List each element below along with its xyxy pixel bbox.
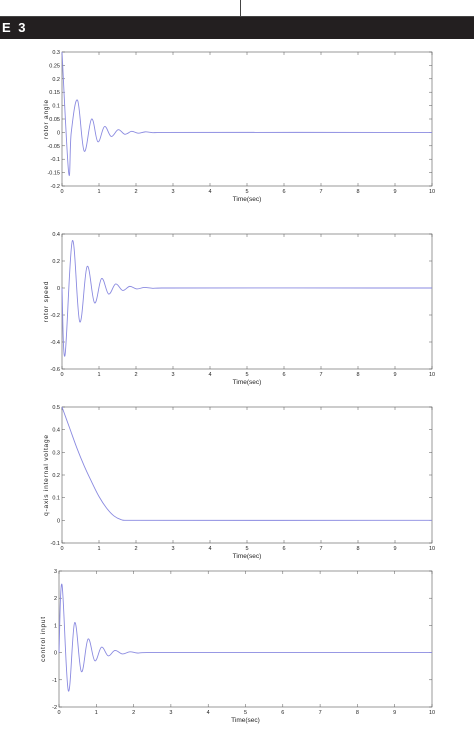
x-tick-label: 6	[282, 189, 285, 195]
x-tick-label: 4	[208, 546, 211, 552]
x-tick-label: 9	[393, 710, 396, 716]
y-tick-label: -0.2	[51, 184, 60, 190]
x-tick-label: 10	[429, 189, 435, 195]
page-column-divider	[240, 0, 241, 17]
chart-2: 0 1 2 3 4 5 6 7 8 9 10 -0.6 -0.4 -0.2 0 0.2 0.4 Time(sec)…	[43, 232, 435, 386]
y-axis-label: rotor angle	[43, 99, 50, 139]
y-tick-label: 0.25	[49, 63, 60, 69]
x-tick-label: 6	[282, 546, 285, 552]
x-tick-label: 8	[356, 372, 359, 378]
y-tick-label: 0.15	[49, 90, 60, 96]
y-tick-label: -0.2	[51, 313, 60, 319]
x-tick-label: 5	[244, 710, 247, 716]
y-tick-label: 2	[54, 596, 57, 602]
y-tick-label: -0.05	[47, 144, 60, 150]
x-tick-label: 9	[393, 189, 396, 195]
y-tick-label: 0	[57, 518, 60, 524]
x-tick-label: 2	[134, 546, 137, 552]
x-tick-label: 5	[245, 189, 248, 195]
x-tick-label: 3	[171, 189, 174, 195]
x-tick-label: 7	[319, 372, 322, 378]
x-tick-label: 3	[169, 710, 172, 716]
x-tick-label: 2	[134, 372, 137, 378]
y-tick-label: 0	[57, 130, 60, 136]
figure-banner: E 3	[0, 17, 474, 39]
y-tick-label: 0.1	[52, 496, 60, 502]
x-tick-label: 0	[60, 189, 63, 195]
x-tick-label: 4	[207, 710, 210, 716]
x-tick-label: 7	[319, 189, 322, 195]
y-tick-label: 0.2	[52, 473, 60, 479]
x-tick-label: 7	[319, 546, 322, 552]
x-tick-label: 8	[356, 710, 359, 716]
x-tick-label: 3	[171, 372, 174, 378]
y-tick-label: -0.1	[51, 541, 60, 547]
y-tick-label: 1	[54, 623, 57, 629]
x-tick-label: 7	[319, 710, 322, 716]
x-tick-label: 9	[393, 372, 396, 378]
y-tick-label: 0	[57, 286, 60, 292]
plot-frame	[61, 233, 433, 370]
y-tick-label: -0.6	[51, 367, 60, 373]
x-axis-label: Time(sec)	[233, 196, 262, 203]
y-tick-label: -2	[52, 705, 57, 711]
x-tick-label: 1	[97, 372, 100, 378]
x-tick-label: 10	[429, 710, 435, 716]
figure-banner-label: E 3	[2, 20, 28, 35]
x-tick-label: 3	[171, 546, 174, 552]
y-tick-label: 0.2	[52, 259, 60, 265]
x-axis-label: Time(sec)	[231, 717, 260, 724]
x-tick-label: 1	[95, 710, 98, 716]
y-tick-label: -0.1	[51, 157, 60, 163]
x-tick-label: 1	[97, 189, 100, 195]
series-line	[61, 406, 433, 521]
y-tick-label: 0.5	[52, 405, 60, 411]
x-tick-label: 5	[245, 372, 248, 378]
y-tick-label: -0.15	[47, 171, 60, 177]
x-tick-label: 6	[282, 372, 285, 378]
x-tick-label: 8	[356, 189, 359, 195]
series-line	[58, 584, 433, 692]
x-tick-label: 6	[281, 710, 284, 716]
series-line	[61, 240, 433, 357]
page-top-rule	[0, 16, 474, 17]
y-tick-label: -0.4	[51, 340, 60, 346]
chart-1: 0 1 2 3 4 5 6 7 8 9 10 -0.2 -0.15 -0.1 -0.05 0 0.05 0.1 0.…	[43, 50, 435, 203]
y-tick-label: 0.4	[52, 428, 60, 434]
x-tick-label: 2	[134, 189, 137, 195]
x-tick-label: 0	[57, 710, 60, 716]
plot-frame	[58, 570, 433, 708]
x-tick-label: 1	[97, 546, 100, 552]
y-tick-label: 0	[54, 651, 57, 657]
x-tick-label: 0	[60, 372, 63, 378]
x-axis-label: Time(sec)	[233, 553, 262, 560]
x-tick-label: 10	[429, 372, 435, 378]
x-tick-label: 0	[60, 546, 63, 552]
y-tick-label: 0.1	[52, 104, 60, 110]
y-axis-label: q-axis internal voltage	[43, 434, 50, 516]
y-tick-label: 0.2	[52, 77, 60, 83]
y-tick-label: 0.05	[49, 117, 60, 123]
chart-4: 0 1 2 3 4 5 6 7 8 9 10 -2 -1 0 1 2 3 Time(sec) control inp…	[40, 569, 435, 724]
y-tick-label: -1	[52, 678, 57, 684]
y-tick-label: 3	[54, 569, 57, 575]
x-tick-label: 4	[208, 189, 211, 195]
x-tick-label: 4	[208, 372, 211, 378]
y-axis-label: control input	[40, 616, 47, 662]
x-tick-label: 2	[132, 710, 135, 716]
plot-frame	[61, 406, 433, 544]
y-tick-label: 0.3	[52, 50, 60, 56]
y-tick-label: 0.4	[52, 232, 60, 238]
x-axis-label: Time(sec)	[233, 379, 262, 386]
x-tick-label: 5	[245, 546, 248, 552]
plot-frame	[61, 51, 433, 187]
y-axis-label: rotor speed	[43, 281, 50, 323]
y-tick-label: 0.3	[52, 450, 60, 456]
x-tick-label: 10	[429, 546, 435, 552]
x-tick-label: 9	[393, 546, 396, 552]
x-tick-label: 8	[356, 546, 359, 552]
chart-3: 0 1 2 3 4 5 6 7 8 9 10-0.100.10.20.30.40.5Time(sec…	[43, 405, 435, 560]
series-line	[61, 51, 433, 176]
